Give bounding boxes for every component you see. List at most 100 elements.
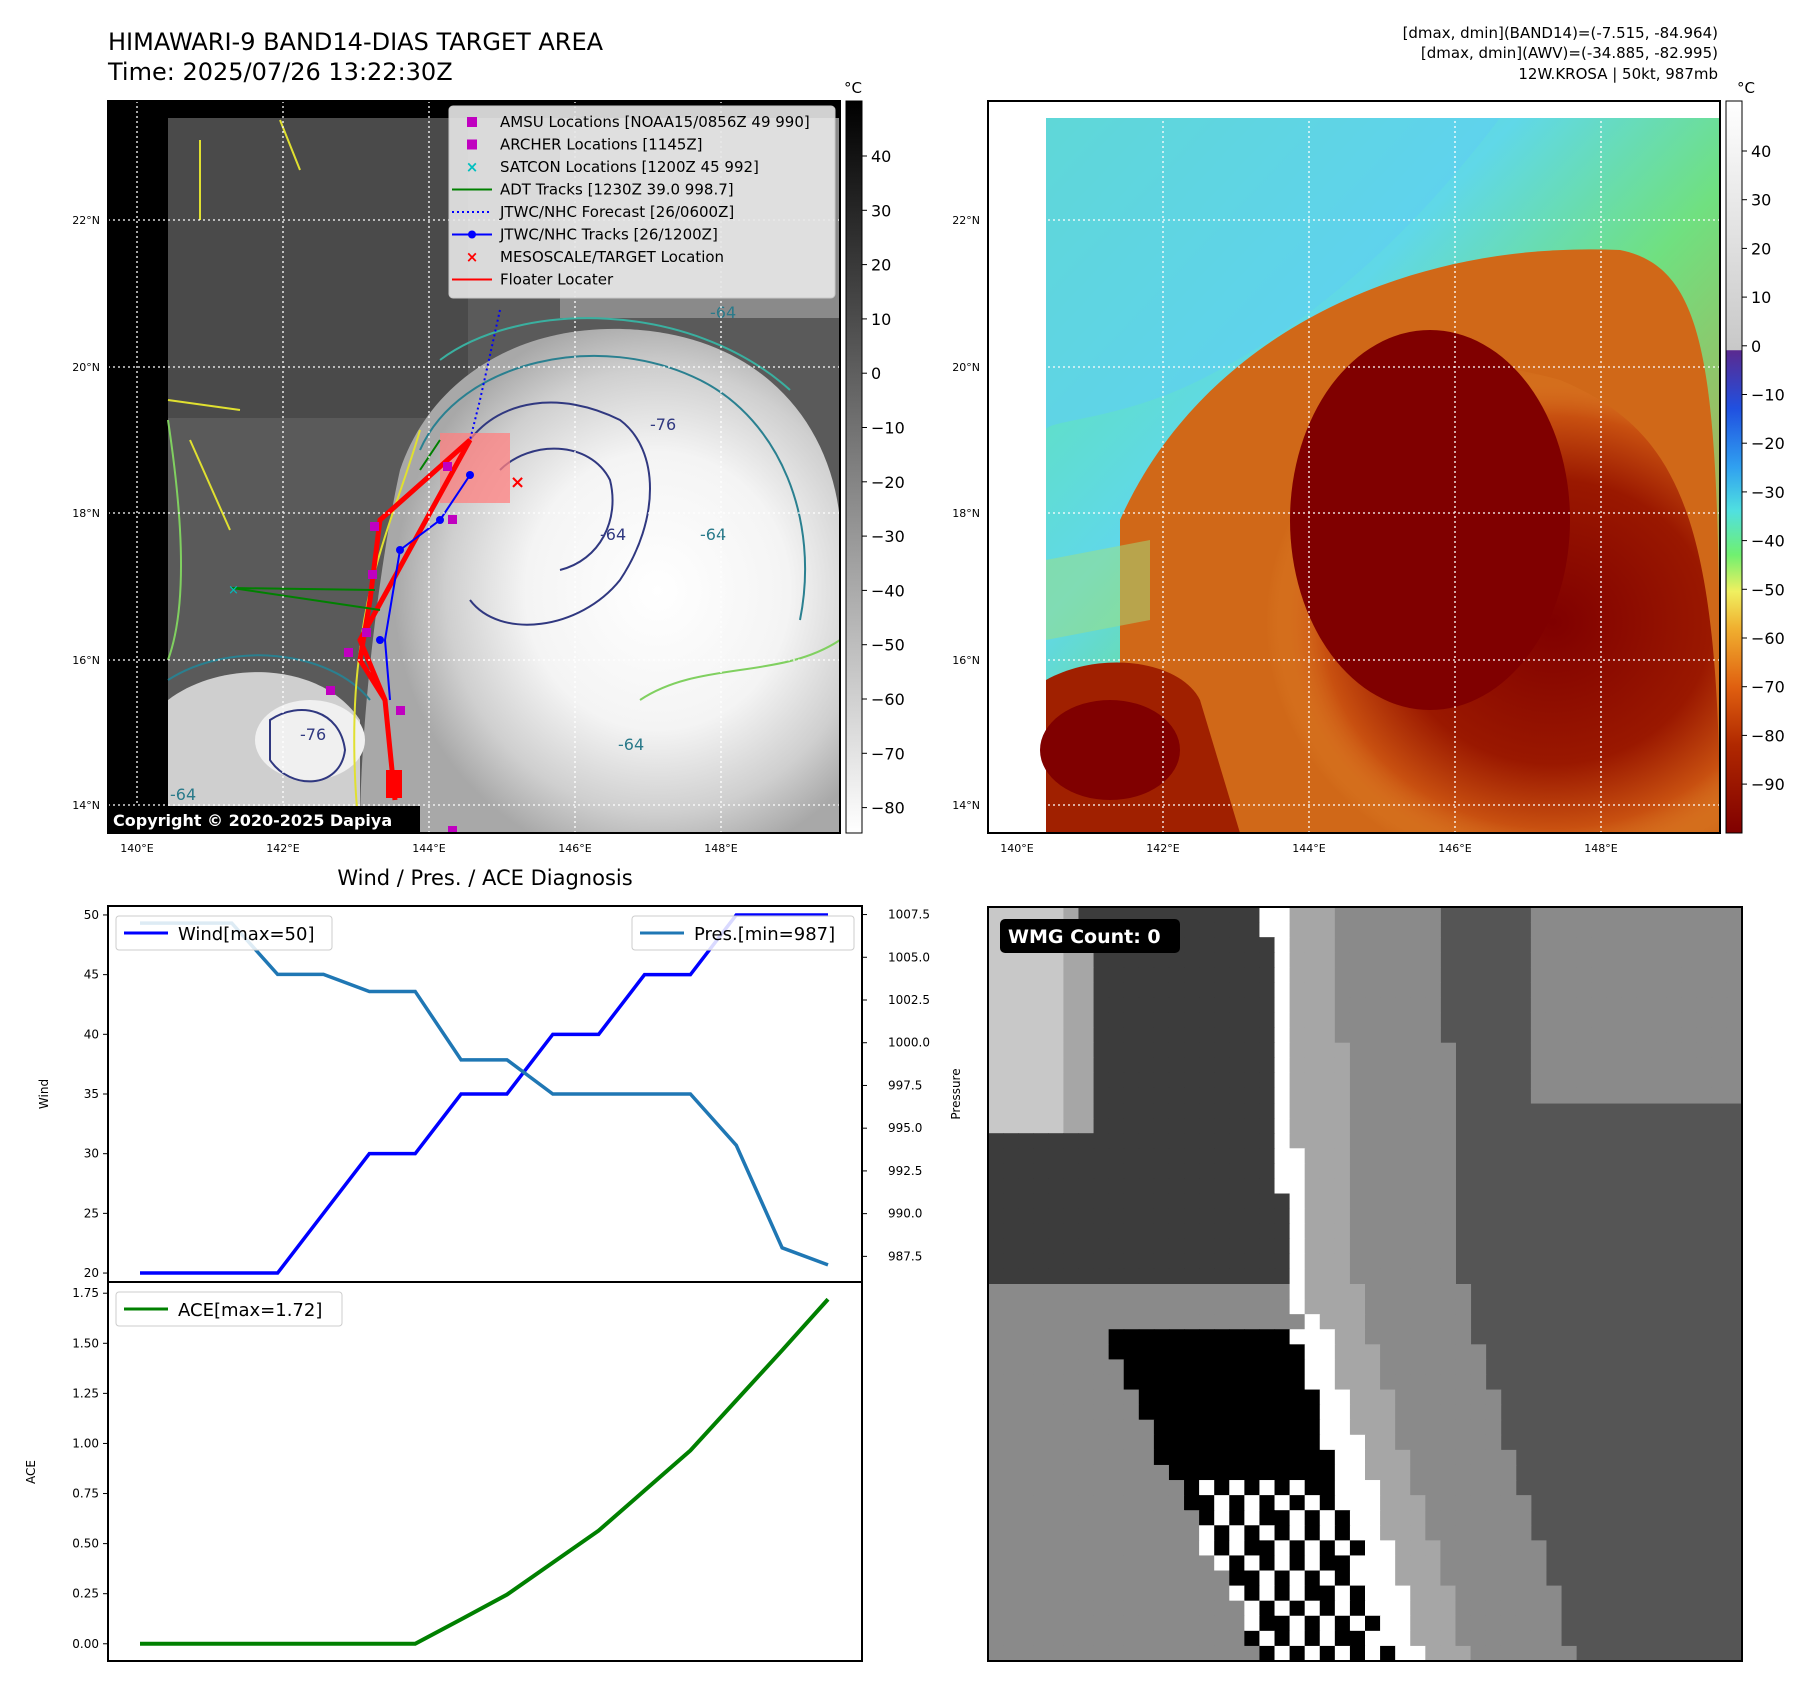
wind-pressure-plot: 50 45 40 35 30 25 20 1007.5 1005.0 1002.5 1000.0 9… bbox=[37, 905, 963, 1283]
colorbar-tick-label: 10 bbox=[1751, 288, 1771, 307]
legend-entry-label: SATCON Locations [1200Z 45 992] bbox=[500, 158, 759, 176]
lat-tick-label: 20°N bbox=[72, 361, 100, 374]
diagnosis-title: Wind / Pres. / ACE Diagnosis bbox=[337, 866, 632, 890]
legend-entry-label: AMSU Locations [NOAA15/0856Z 49 990] bbox=[500, 113, 810, 131]
contour-label: -76 bbox=[650, 415, 676, 434]
lon-tick-label: 142°E bbox=[1146, 842, 1179, 855]
pressure-legend-label: Pres.[min=987] bbox=[694, 924, 835, 945]
pressure-tick-label: 995.0 bbox=[888, 1121, 922, 1135]
pressure-axis-label: Pressure bbox=[949, 1068, 963, 1119]
pressure-tick-label: 992.5 bbox=[888, 1164, 922, 1178]
lon-tick-label: 148°E bbox=[1584, 842, 1617, 855]
figure-title: HIMAWARI-9 BAND14-DIAS TARGET AREA bbox=[108, 28, 604, 56]
wv-colorbar-unit: °C bbox=[1737, 79, 1755, 97]
figure-time: Time: 2025/07/26 13:22:30Z bbox=[107, 58, 453, 86]
ace-tick-label: 0.75 bbox=[72, 1487, 99, 1501]
svg-text:×: × bbox=[510, 472, 525, 493]
lat-tick-label: 22°N bbox=[952, 214, 980, 227]
colorbar-tick-label: −30 bbox=[871, 527, 905, 546]
legend-entry-label: ADT Tracks [1230Z 39.0 998.7] bbox=[500, 181, 734, 199]
ace-legend: ACE[max=1.72] bbox=[115, 1291, 343, 1327]
contour-label: -64 bbox=[710, 303, 736, 322]
colorbar-tick-label: 30 bbox=[871, 201, 891, 220]
lon-tick-label: 146°E bbox=[1438, 842, 1471, 855]
legend-entry: × SATCON Locations [1200Z 45 992] bbox=[466, 158, 759, 176]
lat-tick-label: 16°N bbox=[952, 654, 980, 667]
wind-axis-label: Wind bbox=[37, 1079, 51, 1109]
wind-legend-label: Wind[max=50] bbox=[178, 924, 315, 945]
colorbar-tick-label: −50 bbox=[871, 636, 905, 655]
wind-tick-label: 20 bbox=[84, 1266, 99, 1280]
info-storm: 12W.KROSA | 50kt, 987mb bbox=[1518, 65, 1718, 83]
pressure-legend: Pres.[min=987] bbox=[631, 915, 855, 951]
wv-map-panel: 140°E 142°E 144°E 146°E 148°E 22°N 20°N 18°N 16… bbox=[952, 100, 1721, 855]
pressure-tick-label: 997.5 bbox=[888, 1078, 922, 1092]
ace-axis-label: ACE bbox=[24, 1460, 38, 1484]
legend-entry: ARCHER Locations [1145Z] bbox=[467, 136, 703, 154]
legend-entry-label: JTWC/NHC Tracks [26/1200Z] bbox=[499, 226, 718, 244]
legend-entry: × MESOSCALE/TARGET Location bbox=[466, 248, 724, 266]
lon-tick-label: 146°E bbox=[558, 842, 591, 855]
contour-labels: -64 -76 -64 -64 -76 -64 -64 bbox=[170, 303, 736, 804]
wind-tick-label: 35 bbox=[84, 1087, 99, 1101]
contour-label: -64 bbox=[600, 525, 626, 544]
wmg-count-label: WMG Count: 0 bbox=[1008, 926, 1161, 948]
pressure-tick-label: 1007.5 bbox=[888, 908, 930, 922]
colorbar-tick-label: −40 bbox=[1751, 532, 1785, 551]
colorbar-tick-label: 20 bbox=[1751, 239, 1771, 258]
ace-tick-label: 1.75 bbox=[72, 1286, 99, 1300]
colorbar-tick-label: −20 bbox=[1751, 434, 1785, 453]
info-band14: [dmax, dmin](BAND14)=(-7.515, -84.964) bbox=[1403, 24, 1718, 42]
colorbar-tick-label: −30 bbox=[1751, 483, 1785, 502]
colorbar-tick-label: −90 bbox=[1751, 775, 1785, 794]
ir-map-panel: × × -64 -76 -64 -64 -76 -64 -64 AMSU Loc… bbox=[72, 100, 841, 855]
lat-tick-label: 20°N bbox=[952, 361, 980, 374]
svg-text:×: × bbox=[466, 158, 479, 176]
lat-tick-label: 22°N bbox=[72, 214, 100, 227]
contour-label: -64 bbox=[170, 785, 196, 804]
colorbar-tick-label: −60 bbox=[1751, 629, 1785, 648]
legend-entry-label: Floater Locater bbox=[500, 271, 614, 289]
colorbar-tick-label: −50 bbox=[1751, 580, 1785, 599]
wind-tick-label: 50 bbox=[84, 908, 99, 922]
ace-series-line bbox=[140, 1297, 830, 1646]
wind-tick-label: 30 bbox=[84, 1147, 99, 1161]
legend-entry-label: JTWC/NHC Forecast [26/0600Z] bbox=[499, 203, 734, 221]
lat-tick-label: 18°N bbox=[72, 507, 100, 520]
pressure-tick-label: 1005.0 bbox=[888, 950, 930, 964]
contour-label: -64 bbox=[618, 735, 644, 754]
colorbar-tick-label: 0 bbox=[1751, 337, 1761, 356]
contour-label: -64 bbox=[700, 525, 726, 544]
colorbar-tick-label: 20 bbox=[871, 256, 891, 275]
ace-plot: 1.75 1.50 1.25 1.00 0.75 0.50 0.25 0.00 ACE ACE… bbox=[24, 1281, 863, 1662]
wv-colorbar: °C 40 30 20 10 0 −10 −20 −30 −40 −50 −60 −70 −80 −90 bbox=[1725, 79, 1785, 834]
pressure-tick-label: 1000.0 bbox=[888, 1036, 930, 1050]
legend-entry: AMSU Locations [NOAA15/0856Z 49 990] bbox=[467, 113, 810, 131]
lon-tick-label: 148°E bbox=[704, 842, 737, 855]
ace-tick-label: 0.50 bbox=[72, 1537, 99, 1551]
pressure-tick-label: 990.0 bbox=[888, 1207, 922, 1221]
contour-label: -76 bbox=[300, 725, 326, 744]
info-awv: [dmax, dmin](AWV)=(-34.885, -82.995) bbox=[1421, 44, 1718, 62]
colorbar-tick-label: −60 bbox=[871, 690, 905, 709]
lon-tick-label: 142°E bbox=[266, 842, 299, 855]
ace-legend-label: ACE[max=1.72] bbox=[178, 1300, 322, 1321]
colorbar-tick-label: 30 bbox=[1751, 191, 1771, 210]
lat-tick-label: 18°N bbox=[952, 507, 980, 520]
ace-tick-label: 0.25 bbox=[72, 1587, 99, 1601]
copyright-notice: Copyright © 2020-2025 Dapiya bbox=[113, 811, 392, 830]
legend-entry: JTWC/NHC Forecast [26/0600Z] bbox=[452, 203, 734, 221]
colorbar-tick-label: 10 bbox=[871, 310, 891, 329]
wmg-panel: WMG Count: 0 bbox=[987, 906, 1743, 1662]
map-legend: AMSU Locations [NOAA15/0856Z 49 990] ARCH… bbox=[448, 105, 836, 299]
svg-text:×: × bbox=[228, 583, 239, 598]
colorbar-tick-label: −80 bbox=[1751, 726, 1785, 745]
legend-entry-label: ARCHER Locations [1145Z] bbox=[500, 136, 703, 154]
wind-legend: Wind[max=50] bbox=[115, 915, 333, 951]
legend-entry: Floater Locater bbox=[452, 271, 614, 289]
colorbar-tick-label: 40 bbox=[871, 147, 891, 166]
ace-tick-label: 1.25 bbox=[72, 1386, 99, 1400]
legend-entry: ADT Tracks [1230Z 39.0 998.7] bbox=[452, 181, 734, 199]
colorbar-tick-label: −10 bbox=[871, 419, 905, 438]
lat-tick-label: 14°N bbox=[952, 799, 980, 812]
